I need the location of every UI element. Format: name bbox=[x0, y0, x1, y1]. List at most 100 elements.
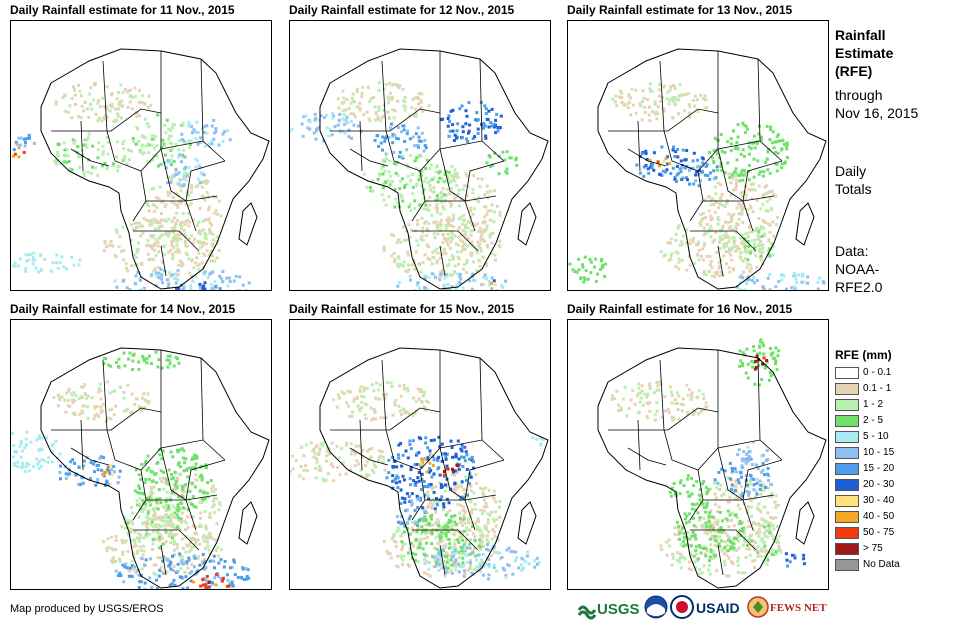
rain-cell bbox=[166, 159, 170, 162]
rain-cell bbox=[56, 142, 60, 146]
rain-cell bbox=[13, 152, 17, 156]
rain-cell bbox=[161, 449, 165, 453]
rain-cell bbox=[191, 279, 195, 283]
rain-cell bbox=[461, 445, 465, 449]
rain-cell bbox=[413, 463, 417, 467]
rain-cell bbox=[154, 481, 158, 485]
rain-cell bbox=[790, 286, 794, 290]
rain-cell bbox=[174, 223, 178, 227]
rain-cell bbox=[648, 165, 652, 169]
rain-cell bbox=[155, 578, 158, 582]
rain-cell bbox=[733, 174, 737, 178]
rain-cell bbox=[437, 568, 441, 572]
rain-cell bbox=[446, 571, 450, 574]
rain-cell bbox=[124, 267, 128, 270]
rain-cell bbox=[464, 109, 468, 113]
rain-cell bbox=[671, 99, 675, 103]
rain-cell bbox=[129, 566, 132, 570]
rain-cell bbox=[487, 125, 491, 129]
rain-cell bbox=[395, 240, 399, 244]
rain-cell bbox=[492, 125, 496, 129]
rain-cell bbox=[132, 568, 136, 572]
rain-cell bbox=[686, 531, 690, 534]
rain-cell bbox=[485, 538, 489, 542]
rain-cell bbox=[496, 538, 500, 542]
rain-cell bbox=[195, 455, 199, 459]
rain-cell bbox=[469, 500, 473, 504]
rain-cell bbox=[392, 116, 396, 120]
rain-cell bbox=[170, 473, 173, 476]
rain-cell bbox=[415, 184, 419, 187]
country-border bbox=[102, 60, 108, 132]
rain-cell bbox=[703, 527, 707, 531]
rain-cell bbox=[151, 479, 155, 483]
rain-cell bbox=[646, 392, 650, 396]
rain-cell bbox=[389, 556, 393, 560]
rain-cell bbox=[722, 492, 726, 496]
rain-cell bbox=[146, 588, 149, 589]
rain-cell bbox=[437, 532, 441, 536]
rain-cell bbox=[728, 247, 732, 251]
rain-cell bbox=[456, 503, 460, 507]
rain-cell bbox=[115, 361, 118, 364]
rain-cell bbox=[218, 287, 222, 290]
rain-cell bbox=[756, 159, 760, 163]
rain-cell bbox=[162, 142, 166, 146]
rain-cell bbox=[420, 184, 424, 188]
rain-cell bbox=[156, 556, 160, 560]
rain-cell bbox=[29, 440, 33, 444]
rain-cell bbox=[197, 262, 201, 266]
rain-cell bbox=[744, 124, 748, 128]
rain-cell bbox=[62, 160, 66, 164]
rain-cell bbox=[193, 556, 197, 560]
rain-cell bbox=[181, 587, 185, 589]
rain-cell bbox=[109, 240, 113, 243]
rain-cell bbox=[714, 176, 718, 180]
rain-cell bbox=[646, 167, 650, 171]
rain-cell bbox=[693, 94, 697, 98]
map-frame bbox=[567, 319, 829, 590]
rain-cell bbox=[345, 98, 349, 101]
rain-cell bbox=[206, 544, 210, 548]
rain-cell bbox=[86, 136, 90, 140]
rain-cell bbox=[463, 569, 466, 573]
rain-cell bbox=[112, 164, 116, 167]
rain-cell bbox=[68, 104, 72, 108]
rain-cell bbox=[185, 174, 189, 178]
rain-cell bbox=[72, 141, 76, 145]
rain-cell bbox=[474, 473, 478, 477]
rain-cell bbox=[436, 164, 439, 168]
rain-cell bbox=[93, 470, 96, 474]
rain-cell bbox=[729, 193, 733, 197]
rain-cell bbox=[464, 548, 468, 552]
rain-cell bbox=[191, 515, 195, 518]
rain-cell bbox=[443, 250, 446, 254]
rain-cell bbox=[386, 179, 390, 183]
rain-cell bbox=[642, 96, 646, 100]
rain-cell bbox=[780, 273, 784, 277]
rain-cell bbox=[490, 252, 494, 256]
rain-cell bbox=[416, 223, 419, 226]
rain-cell bbox=[157, 227, 161, 230]
rain-cell bbox=[425, 288, 429, 290]
rain-cell bbox=[391, 456, 395, 459]
rain-cell bbox=[462, 495, 466, 499]
rain-cell bbox=[364, 417, 368, 420]
rain-cell bbox=[775, 163, 779, 166]
rain-cell bbox=[429, 163, 433, 167]
rain-cell bbox=[676, 402, 679, 406]
rain-cell bbox=[170, 219, 174, 223]
rain-cell bbox=[120, 249, 124, 253]
rain-cell bbox=[771, 220, 775, 224]
rain-cell bbox=[743, 243, 747, 247]
rain-cell bbox=[463, 572, 467, 576]
rain-cell bbox=[196, 177, 200, 181]
rain-cell bbox=[160, 537, 164, 541]
rain-cell bbox=[182, 177, 186, 181]
rain-cell bbox=[149, 274, 153, 278]
rain-cell bbox=[180, 132, 184, 136]
rain-cell bbox=[471, 229, 475, 232]
rain-cell bbox=[761, 485, 765, 489]
rain-cell bbox=[150, 496, 154, 500]
rain-cell bbox=[648, 159, 652, 163]
